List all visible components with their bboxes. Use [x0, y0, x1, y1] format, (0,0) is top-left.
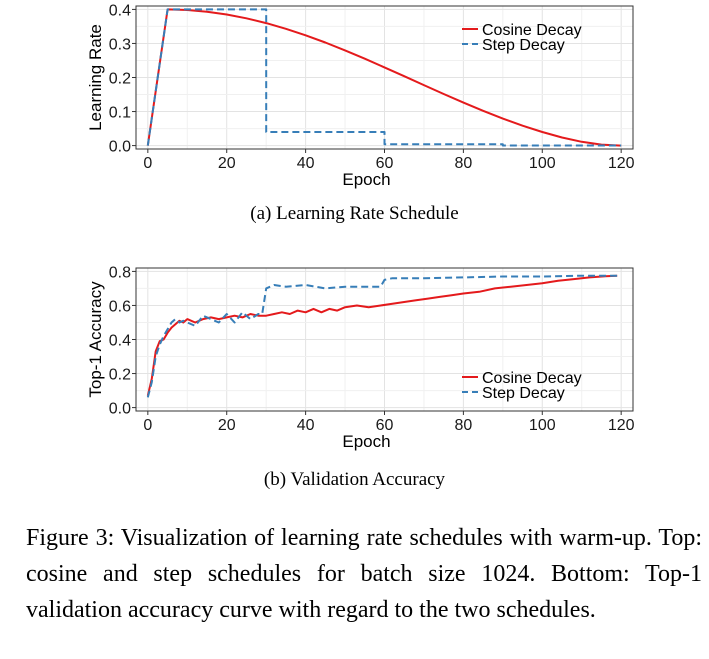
x-axis-label: Epoch — [342, 170, 390, 189]
figure-caption: Figure 3: Visualization of learning rate… — [26, 520, 702, 628]
y-tick-label: 0.0 — [109, 139, 131, 156]
subcaption-b: (b) Validation Accuracy — [263, 469, 446, 490]
x-tick-label: 20 — [218, 417, 236, 434]
legend-label: Step Decay — [482, 37, 565, 54]
y-tick-label: 0.4 — [109, 2, 131, 19]
y-tick-label: 0.0 — [109, 401, 131, 418]
subcaption-a: (a) Learning Rate Schedule — [250, 203, 459, 224]
legend-label: Cosine Decay — [482, 22, 582, 39]
learning-rate-chart: 0 20 40 60 80 100 120 0.0 0.1 0.2 0.3 0.4 Epoch Learn… — [0, 0, 709, 195]
y-tick-label: 0.8 — [109, 264, 131, 281]
y-tick-label: 0.4 — [109, 333, 131, 350]
y-axis-label: Top-1 Accuracy — [86, 281, 105, 398]
series-line-cosine-decay — [146, 8, 622, 147]
x-tick-label: 80 — [454, 417, 472, 434]
x-axis-label: Epoch — [342, 432, 390, 451]
y-tick-label: 0.1 — [109, 105, 131, 122]
x-tick-label: 80 — [454, 155, 472, 172]
x-tick-label: 20 — [218, 155, 236, 172]
validation-accuracy-chart: 0 20 40 60 80 100 120 0.0 0.2 0.4 0.6 0.8 Epoch Top-1… — [0, 262, 709, 457]
x-tick-label: 60 — [376, 155, 394, 172]
figure-label: Figure 3: — [26, 525, 115, 551]
x-tick-label: 0 — [143, 417, 152, 434]
x-tick-label: 40 — [297, 155, 315, 172]
learning-rate-chart-svg: 0 20 40 60 80 100 120 0.0 0.1 0.2 0.3 0.4 Epoch Learn… — [86, 2, 635, 189]
legend-label: Cosine Decay — [482, 370, 582, 387]
y-tick-label: 0.3 — [109, 36, 131, 53]
x-tick-label: 120 — [608, 155, 635, 172]
y-axis-label: Learning Rate — [86, 24, 105, 131]
grid — [136, 6, 633, 149]
x-tick-label: 120 — [608, 417, 635, 434]
x-tick-label: 0 — [143, 155, 152, 172]
y-tick-label: 0.6 — [109, 298, 131, 315]
legend-label: Step Decay — [482, 385, 565, 402]
y-tick-label: 0.2 — [109, 71, 131, 88]
series-line-step-decay — [146, 8, 622, 147]
x-tick-label: 40 — [297, 417, 315, 434]
x-tick-label: 100 — [529, 155, 556, 172]
x-tick-label: 100 — [529, 417, 556, 434]
series-line-step-decay — [146, 274, 618, 398]
y-tick-label: 0.2 — [109, 367, 131, 384]
validation-accuracy-chart-svg: 0 20 40 60 80 100 120 0.0 0.2 0.4 0.6 0.8 Epoch Top-1… — [86, 264, 635, 451]
figure-text: Visualization of learning rate schedules… — [26, 525, 702, 623]
x-tick-label: 60 — [376, 417, 394, 434]
